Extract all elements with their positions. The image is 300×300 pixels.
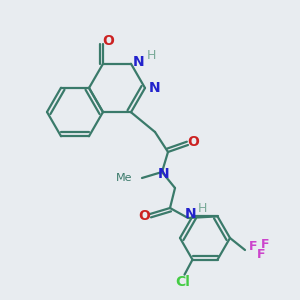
Text: H: H — [146, 49, 156, 62]
Text: H: H — [197, 202, 207, 214]
Text: O: O — [138, 209, 150, 223]
Text: N: N — [133, 55, 145, 69]
Text: F: F — [261, 238, 269, 250]
Text: F: F — [249, 239, 257, 253]
Text: N: N — [158, 167, 170, 181]
Text: O: O — [187, 135, 199, 149]
Text: Me: Me — [116, 173, 132, 183]
Text: N: N — [149, 81, 161, 95]
Text: Cl: Cl — [175, 275, 190, 289]
Text: F: F — [257, 248, 265, 260]
Text: N: N — [185, 207, 197, 221]
Text: O: O — [102, 34, 114, 48]
